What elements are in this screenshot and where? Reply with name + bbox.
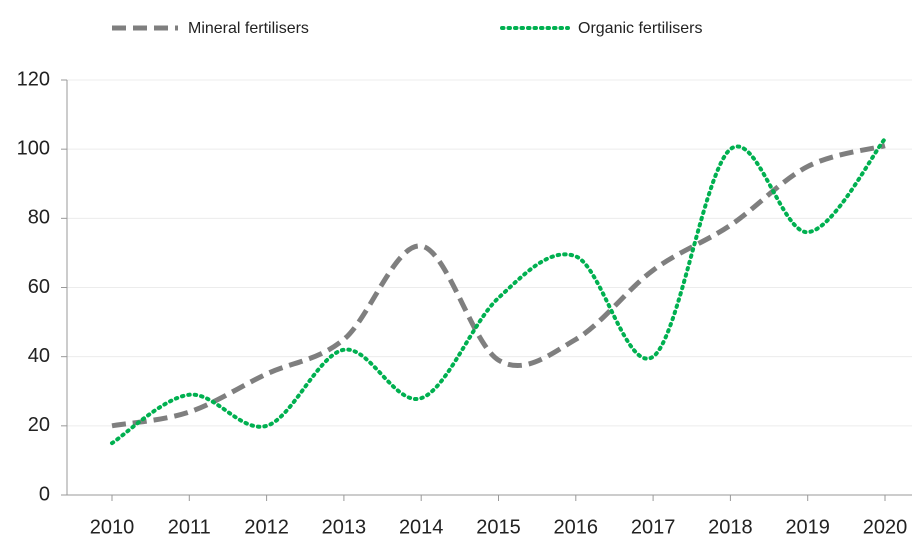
x-tick-label: 2016: [554, 516, 599, 538]
x-tick-label: 2011: [168, 516, 211, 538]
x-tick-label: 2020: [863, 516, 908, 538]
x-tick-label: 2019: [785, 516, 830, 538]
y-tick-label: 60: [28, 276, 50, 298]
x-tick-label: 2015: [476, 516, 521, 538]
y-tick-label: 80: [28, 207, 50, 229]
y-tick-label: 0: [39, 483, 50, 505]
y-tick-label: 100: [17, 137, 50, 159]
y-tick-label: 20: [28, 414, 50, 436]
y-tick-label: 40: [28, 345, 50, 367]
legend-label: Organic fertilisers: [578, 20, 702, 37]
x-tick-label: 2014: [399, 516, 444, 538]
x-tick-label: 2018: [708, 516, 753, 538]
y-tick-label: 120: [17, 68, 50, 90]
series-line: [110, 136, 887, 446]
legend-label: Mineral fertilisers: [188, 20, 309, 37]
series-line: [111, 143, 886, 429]
x-tick-label: 2013: [322, 516, 367, 538]
x-tick-label: 2012: [244, 516, 289, 538]
x-tick-label: 2017: [631, 516, 676, 538]
x-tick-label: 2010: [90, 516, 135, 538]
